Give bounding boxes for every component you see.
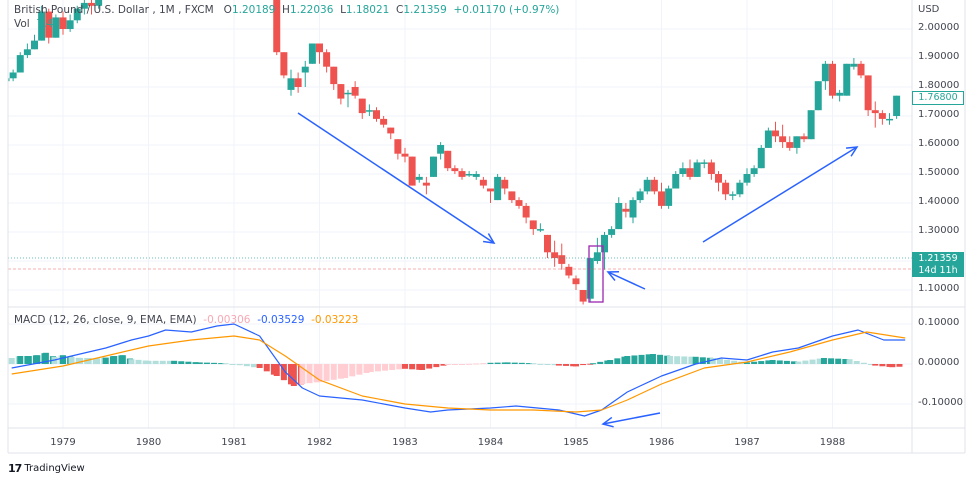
macd-lines (11, 323, 906, 417)
time-tick: 1986 (648, 437, 675, 448)
tradingview-logo[interactable]: 17 TradingView (8, 462, 85, 475)
vol-value: 7.40 (36, 18, 60, 30)
price-tick: 1.80000 (918, 80, 960, 91)
macd-histogram-value: -0.00306 (203, 314, 251, 326)
high-label: H (282, 4, 290, 16)
volume-legend[interactable]: Vol 7.40 (14, 18, 60, 30)
tradingview-label: TradingView (24, 463, 85, 474)
price-tick: 1.40000 (918, 196, 960, 207)
price-tick: 1.50000 (918, 167, 960, 178)
exchange: FXCM (184, 4, 214, 16)
vol-label: Vol (14, 18, 30, 30)
downtrend-arrow[interactable] (297, 112, 496, 244)
price-tick: 2.00000 (918, 22, 960, 33)
macd-crossover-arrow[interactable] (601, 412, 661, 428)
open-label: O (223, 4, 232, 16)
price-tick: 1.60000 (918, 138, 960, 149)
price-tick: 1.70000 (918, 109, 960, 120)
close-label: C (396, 4, 404, 16)
time-tick: 1981 (221, 437, 247, 448)
macd-tick: -0.10000 (918, 397, 963, 408)
last-price-value: 1.21359 (918, 253, 958, 264)
change-value: +0.01170 (+0.97%) (453, 4, 560, 16)
uptrend-arrow[interactable] (702, 146, 859, 243)
price-lines (8, 257, 912, 270)
symbol-name: British Pound / U.S. Dollar (14, 4, 149, 16)
macd-tick: 0.10000 (918, 317, 960, 328)
time-tick: 1979 (50, 437, 76, 448)
interval: 1M (159, 4, 175, 16)
low-value: 1.18021 (345, 4, 390, 16)
current-price-tag: 1.76800 (912, 91, 964, 105)
time-tick: 1984 (477, 437, 504, 448)
annotations[interactable] (297, 112, 859, 428)
open-value: 1.20189 (231, 4, 276, 16)
high-value: 1.22036 (289, 4, 334, 16)
currency-label: USD (918, 4, 940, 15)
macd-signal-value: -0.03223 (311, 314, 359, 326)
symbol-legend[interactable]: British Pound / U.S. Dollar , 1M , FXCM … (14, 4, 560, 16)
bar-countdown: 14d 11h (918, 265, 958, 276)
macd-tick: 0.00000 (918, 357, 960, 368)
pane-frame (7, 0, 966, 454)
last-price-label: 1.21359 14d 11h (912, 252, 964, 277)
highlight-box[interactable] (588, 245, 604, 303)
close-value: 1.21359 (403, 4, 447, 16)
time-tick: 1980 (135, 437, 162, 448)
time-tick: 1985 (563, 437, 589, 448)
macd-label: MACD (12, 26, close, 9, EMA, EMA) (14, 314, 197, 326)
reversal-pointer-arrow[interactable] (606, 271, 646, 290)
time-tick: 1983 (392, 437, 418, 448)
macd-legend[interactable]: MACD (12, 26, close, 9, EMA, EMA) -0.003… (14, 314, 358, 326)
price-candles (8, 0, 901, 305)
low-label: L (340, 4, 346, 16)
price-tick: 1.10000 (918, 283, 960, 294)
time-tick: 1987 (734, 437, 760, 448)
price-tick: 1.90000 (918, 51, 960, 62)
time-tick: 1982 (306, 437, 333, 448)
tradingview-mark-icon: 17 (8, 462, 22, 475)
macd-line-value: -0.03529 (257, 314, 305, 326)
macd-histogram (8, 352, 903, 386)
time-tick: 1988 (819, 437, 846, 448)
price-tick: 1.30000 (918, 225, 960, 236)
